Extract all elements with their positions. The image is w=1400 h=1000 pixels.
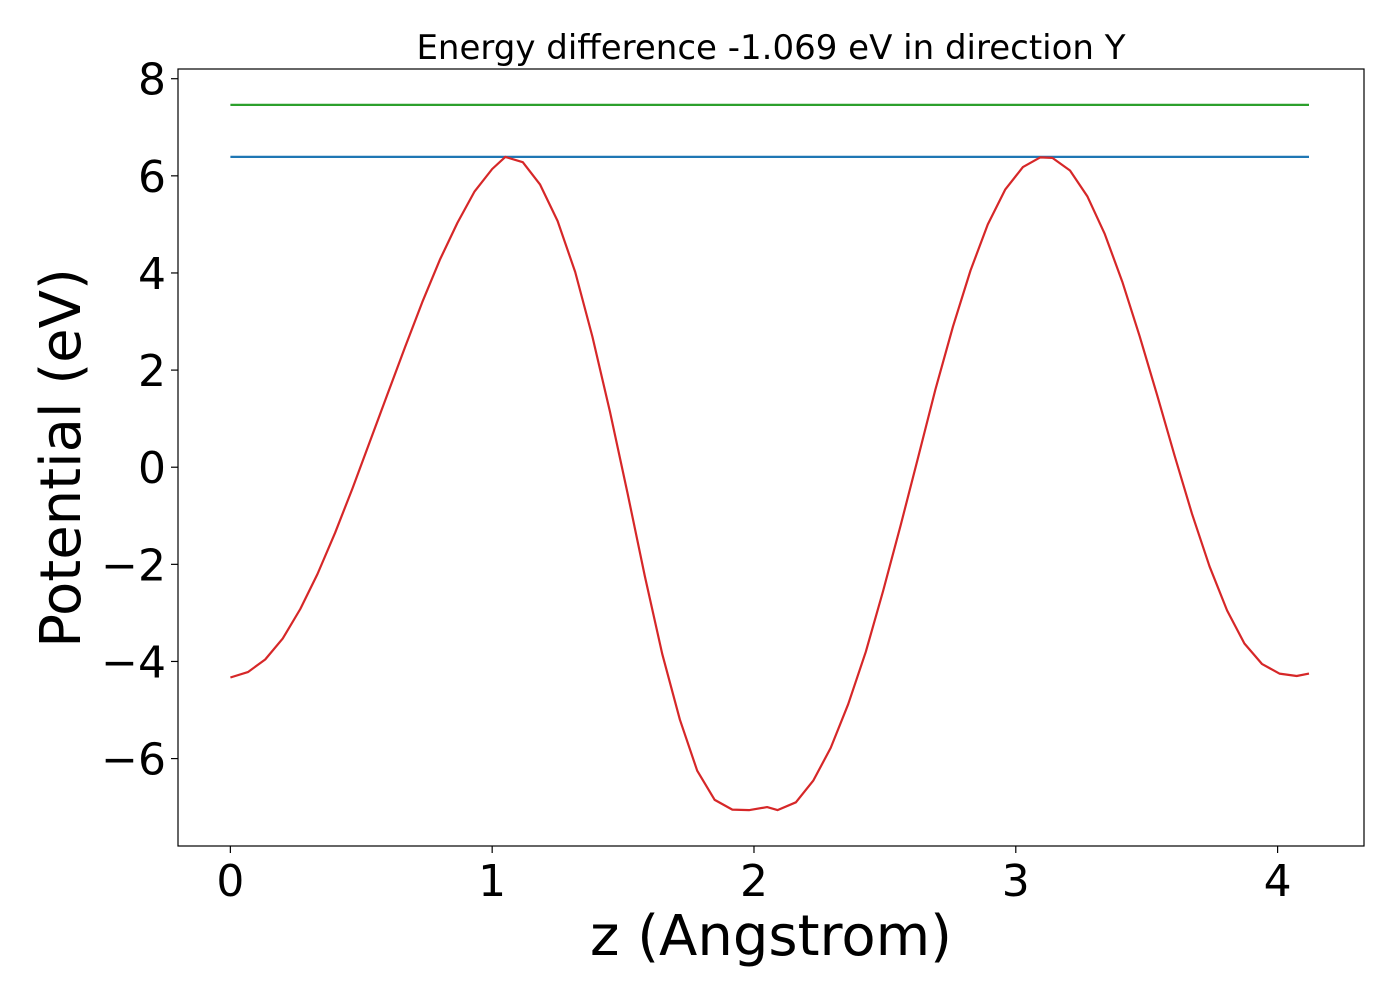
series-layer [230,103,1310,812]
x-tick-label: 4 [1264,856,1292,907]
series-line-3 [230,155,1310,812]
y-axis-label: Potential (eV) [29,268,94,648]
y-tick-label: −2 [101,540,166,591]
y-tick-label: 2 [138,346,166,397]
chart-title: Energy difference -1.069 eV in direction… [416,28,1125,68]
x-axis-label: z (Angstrom) [590,904,952,969]
y-tick-label: 4 [138,249,166,300]
y-tick-label: −6 [101,735,166,786]
x-tick-label: 0 [216,856,244,907]
x-axis-ticks: 0 1 2 3 4 [216,846,1292,907]
y-tick-label: −4 [101,637,166,688]
y-axis-ticks: −6 −4 −2 0 2 4 6 8 [101,55,178,786]
y-tick-label: 8 [138,55,166,106]
plot-background [178,69,1364,846]
x-tick-label: 3 [1002,856,1030,907]
plot-frame [177,68,1365,847]
y-tick-label: 0 [138,443,166,494]
y-tick-label: 6 [138,152,166,203]
x-tick-label: 2 [740,856,768,907]
x-tick-label: 1 [478,856,506,907]
